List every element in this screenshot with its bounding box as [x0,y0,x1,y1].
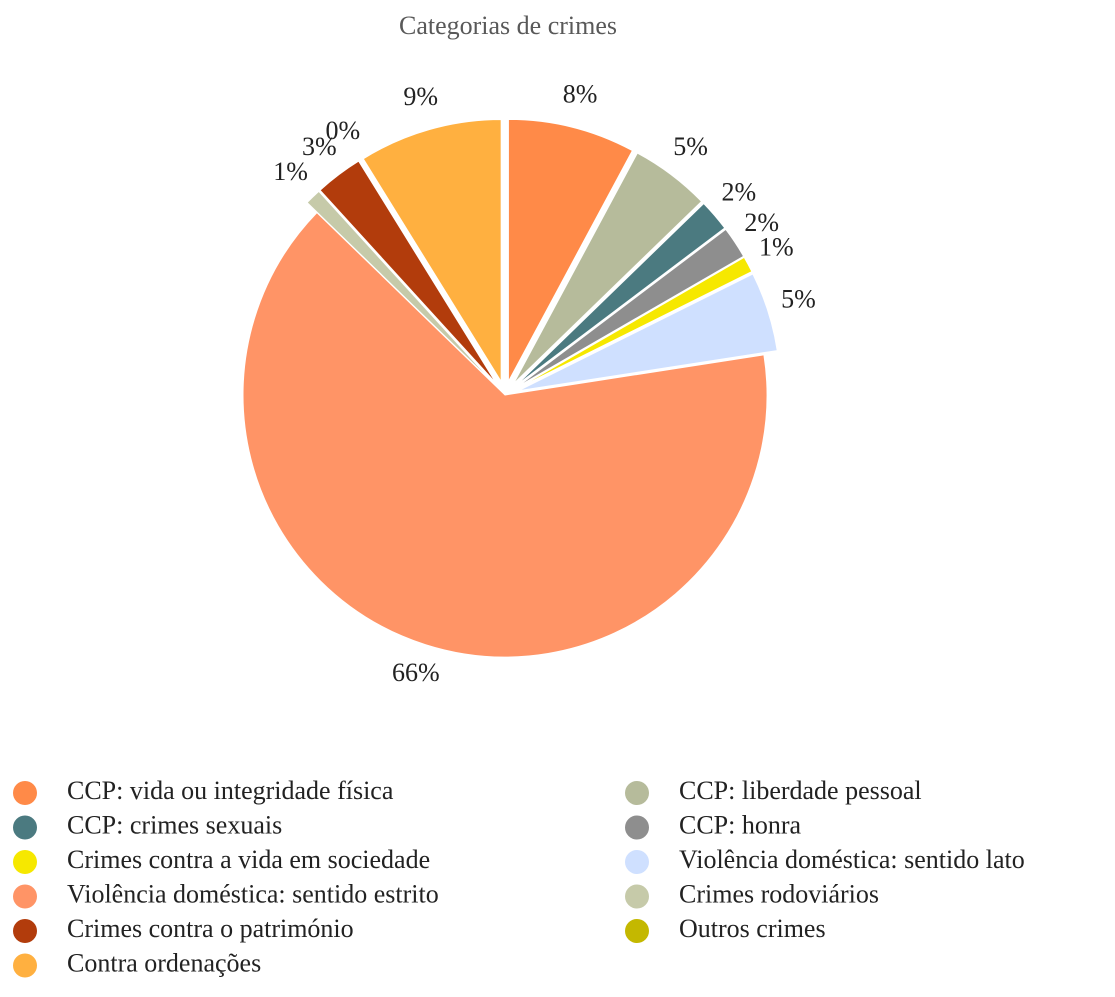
data-label-unit: % [735,178,757,207]
legend-marker [625,850,649,874]
legend-marker [13,953,37,978]
legend-marker [625,815,649,840]
data-label: 5% [673,132,708,161]
pie-slice [306,190,496,386]
data-label-value: 8 [563,79,576,108]
data-label-unit: % [772,232,794,261]
legend-marker [625,884,649,909]
legend-label: Crimes contra o património [67,914,354,943]
legend-label: Crimes rodoviários [679,879,879,908]
data-label-unit: % [686,132,708,161]
legend-label: Crimes contra a vida em sociedade [67,845,430,874]
data-label-value: 2 [722,178,735,207]
data-label-value: 5 [673,132,686,161]
data-label: 8% [563,79,598,108]
pie-slice [515,202,726,387]
data-label: 2% [722,178,757,207]
pie-slice [359,160,499,384]
pie-slice [516,228,745,388]
data-label: 1% [759,232,794,261]
data-label: 0% [326,116,361,145]
pie-slice [242,211,768,658]
legend-label: CCP: vida ou integridade física [67,776,394,805]
data-label: 9% [403,82,438,111]
legend-label: CCP: honra [679,810,802,839]
legend-label: Violência doméstica: sentido estrito [67,879,439,908]
data-label-value: 66 [392,658,418,687]
chart-title: Categorias de crimes [399,11,617,40]
data-label-value: 0 [326,116,339,145]
pie-slice [507,118,634,382]
data-label: 1% [273,157,308,186]
pie-slice [362,119,502,384]
legend-label: Contra ordenações [67,948,261,977]
data-label-unit: % [757,208,779,237]
legend-marker [13,884,37,909]
data-label: 5% [781,285,816,314]
pie-slice [517,256,753,389]
pie-slice [518,273,778,392]
pie-slice [319,160,497,385]
legend-marker [625,781,649,805]
legend-marker [13,815,37,840]
legend-label: Violência doméstica: sentido lato [679,845,1025,874]
data-label-unit: % [418,658,440,687]
data-label-value: 1 [273,157,286,186]
legend-label: CCP: crimes sexuais [67,810,282,839]
data-label-unit: % [794,285,816,314]
data-label: 2% [744,208,779,237]
legend-marker [13,919,37,943]
legend-marker [13,850,37,874]
data-label-value: 1 [759,232,772,261]
data-label-unit: % [576,79,598,108]
data-label-unit: % [339,116,361,145]
data-label-unit: % [286,157,308,186]
data-label-unit: % [315,132,337,161]
legend-marker [625,919,649,943]
data-label-value: 3 [302,132,315,161]
data-label-value: 5 [781,285,794,314]
legend-marker [13,781,37,805]
data-label: 3% [302,132,337,161]
legend-label: Outros crimes [679,914,826,943]
pie-slice [512,152,703,385]
data-label-unit: % [416,82,438,111]
data-label-value: 9 [403,82,416,111]
data-label: 66% [392,658,440,687]
data-label-value: 2 [744,208,757,237]
legend-label: CCP: liberdade pessoal [679,776,922,805]
